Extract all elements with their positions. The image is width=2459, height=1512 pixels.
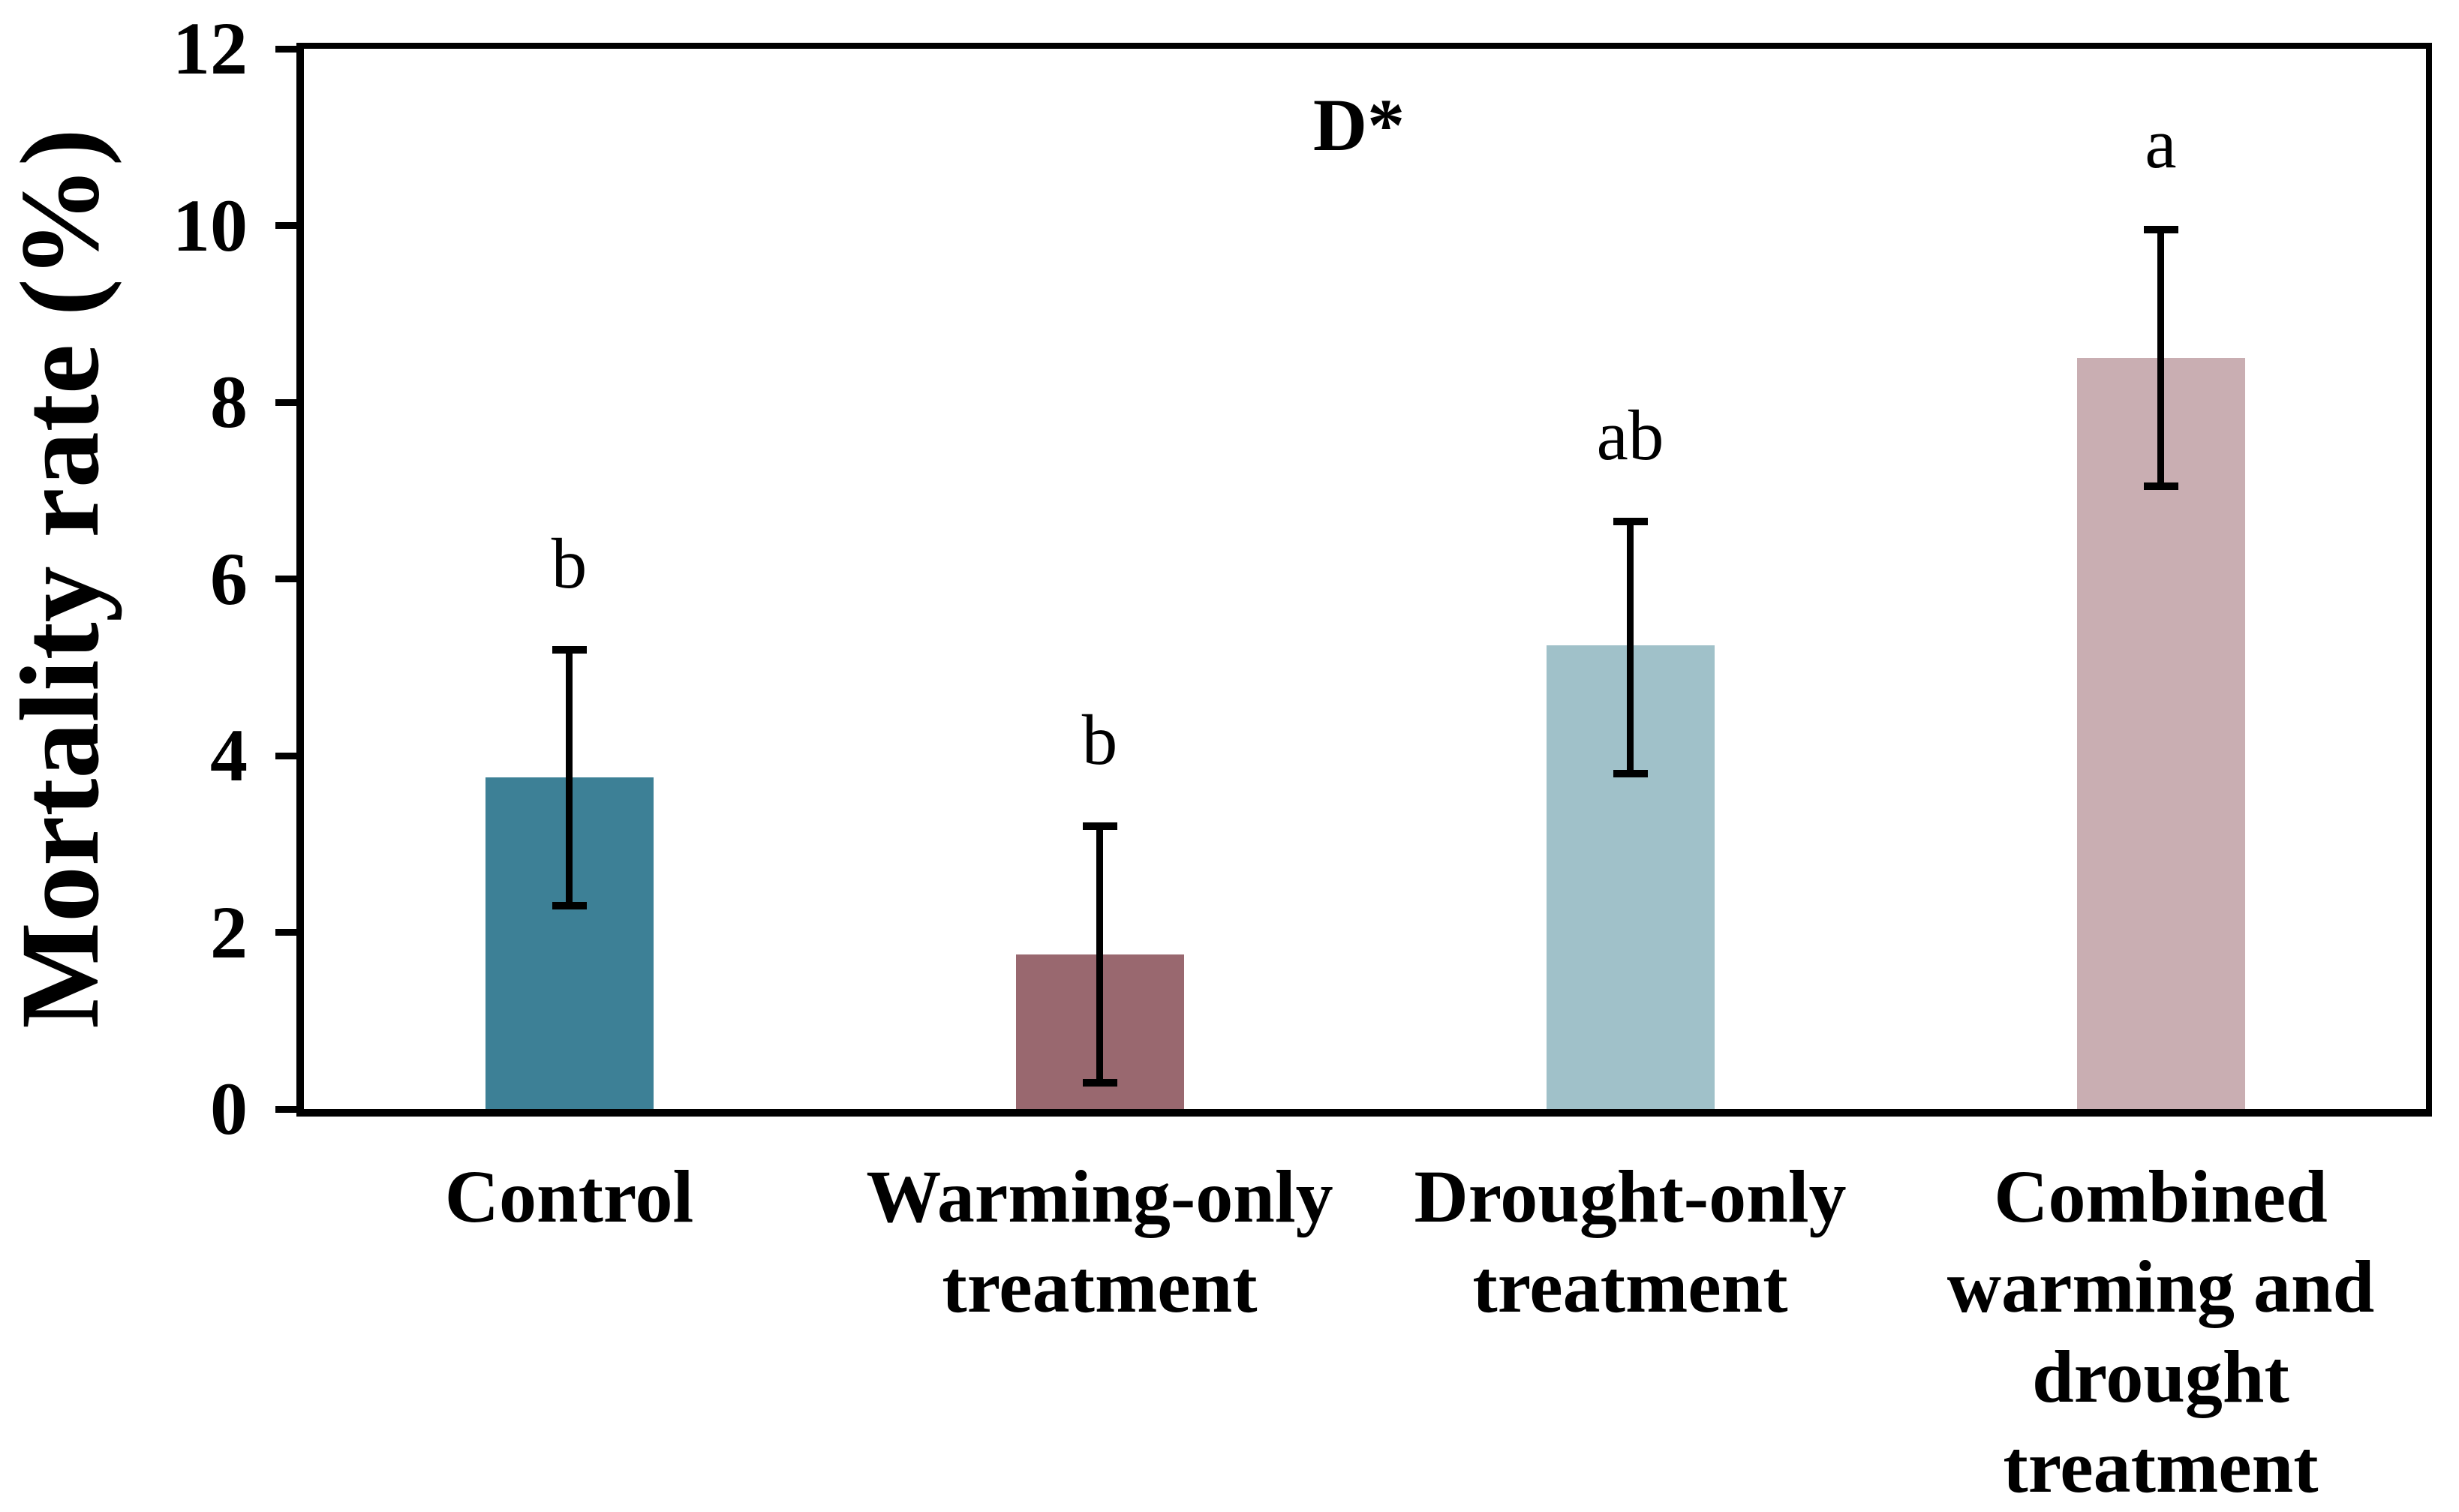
error-bar-cap-top (552, 645, 587, 654)
y-tick-label: 6 (210, 537, 248, 621)
y-tick-mark (275, 222, 298, 229)
y-tick-mark (275, 576, 298, 582)
error-bar-line (1096, 826, 1103, 1083)
y-tick-mark (275, 929, 298, 936)
error-bar-cap-bottom (1613, 769, 1648, 777)
y-tick-label: 10 (173, 183, 248, 267)
significance-letter: b (551, 523, 588, 603)
x-category-label: Warming-only treatment (866, 1155, 1333, 1328)
significance-letter: ab (1596, 395, 1664, 475)
y-tick-label: 0 (210, 1067, 248, 1150)
error-bar-cap-top (1613, 517, 1648, 525)
y-tick-mark (275, 1105, 298, 1113)
error-bar-cap-bottom (2143, 482, 2178, 490)
error-bar-cap-bottom (1082, 1078, 1117, 1087)
x-category-label: Control (444, 1155, 694, 1238)
error-bar-cap-top (1082, 822, 1117, 831)
x-category-label: Drought-only treatment (1414, 1155, 1847, 1328)
significance-letter: b (1081, 700, 1118, 780)
y-tick-mark (275, 398, 298, 406)
y-tick-label: 2 (210, 890, 248, 974)
y-tick-label: 8 (210, 360, 248, 443)
error-bar-line (1627, 521, 1634, 774)
x-category-label: Combined warming and drought treatment (1946, 1155, 2375, 1508)
y-tick-mark (275, 752, 298, 759)
chart-annotation: D* (1312, 83, 1405, 167)
y-tick-mark (275, 45, 298, 53)
error-bar-line (2157, 230, 2164, 486)
y-tick-label: 4 (210, 714, 248, 797)
significance-letter: a (2145, 104, 2177, 184)
error-bar-cap-top (2143, 226, 2178, 234)
error-bar-cap-bottom (552, 902, 587, 910)
plot-frame (296, 43, 2432, 1117)
error-bar-line (566, 649, 573, 906)
y-tick-label: 12 (173, 7, 248, 90)
